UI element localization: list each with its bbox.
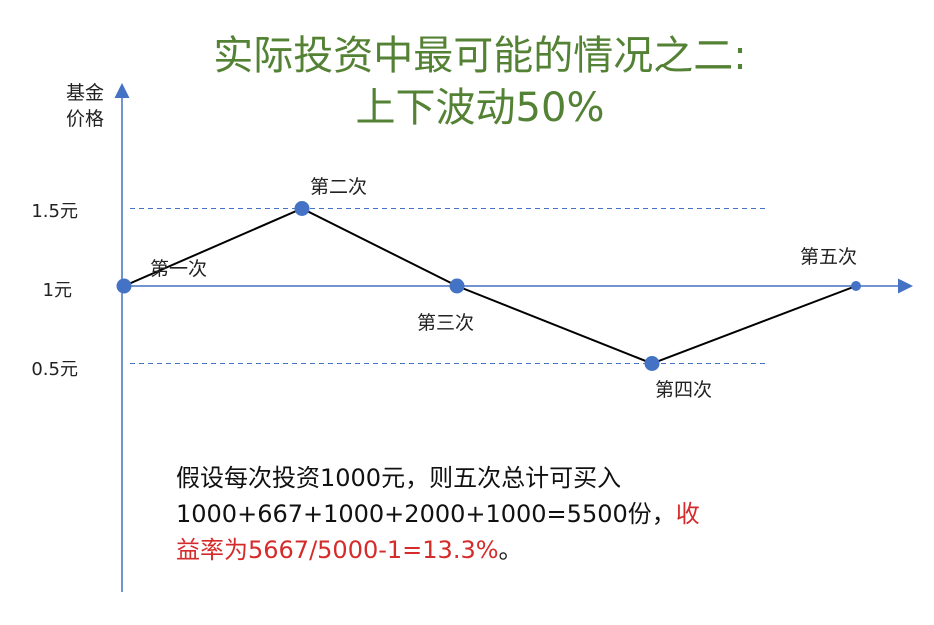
y-axis-label-line-1: 基金 xyxy=(65,82,104,104)
data-point xyxy=(851,281,861,291)
y-tick-label: 1.5元 xyxy=(31,201,78,222)
point-label: 第一次 xyxy=(150,258,208,280)
note-line-2-text: 1000+667+1000+2000+1000=5500份， xyxy=(176,500,676,528)
y-tick-label: 0.5元 xyxy=(31,359,78,380)
y-axis-label-line-2: 价格 xyxy=(65,108,104,130)
y-tick-label: 1元 xyxy=(42,280,72,301)
note-line-2-highlight: 收 xyxy=(675,500,700,528)
chart-title: 实际投资中最可能的情况之二: 上下波动50% xyxy=(130,30,830,134)
data-point xyxy=(116,278,132,294)
note-line-3-end: 。 xyxy=(498,536,523,564)
point-label: 第三次 xyxy=(417,312,475,334)
data-point xyxy=(449,278,465,294)
point-label: 第二次 xyxy=(310,176,368,198)
point-label: 第五次 xyxy=(800,246,858,268)
note-line-3: 益率为5667/5000-1=13.3%。 xyxy=(176,532,796,568)
title-line-1: 实际投资中最可能的情况之二: xyxy=(213,33,747,79)
data-point xyxy=(644,356,660,371)
title-line-2: 上下波动50% xyxy=(355,85,605,131)
data-point xyxy=(294,201,310,216)
note-line-2: 1000+667+1000+2000+1000=5500份，收 xyxy=(176,496,796,532)
note-line-1: 假设每次投资1000元，则五次总计可买入 xyxy=(176,464,622,492)
calculation-note: 假设每次投资1000元，则五次总计可买入 1000+667+1000+2000+… xyxy=(176,460,796,568)
point-label: 第四次 xyxy=(655,379,713,401)
y-axis-label: 基金 价格 xyxy=(55,80,115,132)
note-line-3-highlight: 益率为5667/5000-1=13.3% xyxy=(176,536,499,564)
